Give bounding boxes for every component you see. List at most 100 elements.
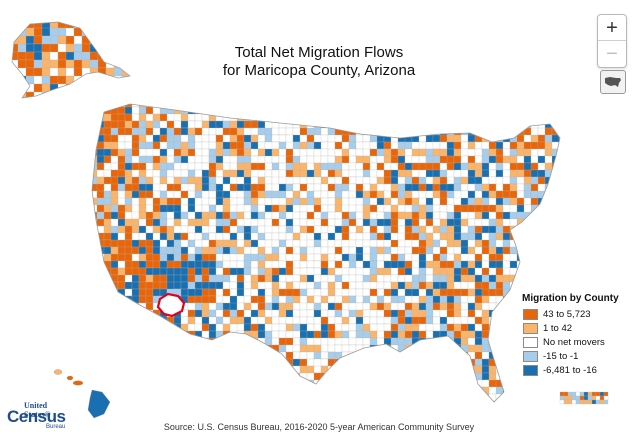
legend-item: No net movers [523, 335, 635, 349]
county-cell [278, 106, 287, 115]
county-cell [105, 35, 115, 45]
county-cell [327, 274, 336, 283]
county-cell [439, 288, 448, 297]
county-cell [432, 211, 441, 220]
county-cell [432, 365, 448, 374]
county-cell [362, 155, 371, 164]
county-cell [425, 400, 434, 402]
county-cell [159, 316, 168, 332]
county-cell [96, 337, 105, 346]
county-cell [96, 365, 112, 374]
county-cell [502, 225, 511, 234]
county-cell [180, 358, 189, 374]
county-cell [341, 358, 350, 374]
county-cell [124, 232, 133, 241]
county-cell [362, 386, 371, 395]
county-cell [173, 358, 182, 367]
county-cell [180, 351, 189, 360]
county-cell [348, 239, 357, 248]
county-cell [145, 323, 154, 332]
county-cell [201, 267, 210, 276]
county-cell [334, 386, 343, 395]
county-cell [208, 183, 217, 192]
county-cell [264, 372, 273, 381]
county-cell [362, 344, 371, 353]
county-cell [117, 232, 126, 241]
county-cell [376, 162, 385, 171]
county-cell [453, 323, 462, 332]
legend-label: 1 to 42 [543, 322, 573, 334]
county-cell [474, 288, 483, 297]
county-cell [124, 386, 140, 395]
county-cell [460, 120, 476, 129]
county-cell [208, 104, 217, 108]
county-cell [432, 267, 441, 276]
county-cell [460, 106, 469, 115]
county-cell [306, 232, 315, 241]
county-cell [558, 211, 560, 220]
county-cell [201, 127, 210, 136]
county-cell [187, 316, 196, 325]
county-cell [481, 104, 490, 108]
county-cell [92, 190, 98, 199]
county-cell [92, 104, 105, 108]
county-cell [257, 104, 266, 108]
county-cell [467, 113, 476, 122]
county-cell [285, 113, 294, 122]
county-cell [355, 232, 364, 241]
county-cell [285, 267, 294, 276]
county-cell [404, 316, 413, 325]
county-cell [131, 344, 147, 353]
county-cell [92, 288, 105, 297]
county-cell [222, 274, 231, 283]
county-cell [117, 379, 126, 388]
logo-line-bureau: Bureau [46, 424, 66, 430]
county-cell [96, 246, 105, 255]
county-cell [117, 274, 126, 283]
county-cell [502, 246, 511, 255]
county-cell [334, 134, 343, 143]
county-cell [397, 274, 406, 283]
county-cell [299, 106, 308, 115]
county-cell [173, 372, 182, 381]
county-cell [341, 113, 357, 129]
county-cell [474, 400, 490, 402]
census-bureau-logo[interactable]: United States® Census Bureau [6, 401, 74, 430]
county-cell [537, 106, 546, 115]
county-cell [201, 169, 210, 178]
county-cell [96, 295, 105, 304]
county-cell [537, 246, 546, 255]
map-title-line2: for Maricopa County, Arizona [222, 62, 416, 79]
county-cell [299, 302, 308, 311]
county-cell [180, 386, 189, 395]
county-cell [558, 260, 560, 269]
county-cell [292, 379, 301, 388]
zoom-out-button[interactable]: − [606, 42, 618, 65]
county-cell [369, 148, 378, 157]
county-cell [271, 127, 280, 136]
county-cell [96, 106, 105, 115]
legend-item: -15 to -1 [523, 349, 635, 363]
county-cell [145, 295, 154, 304]
county-cell [121, 27, 130, 37]
county-cell [285, 190, 294, 199]
county-cell [278, 267, 287, 276]
zoom-in-button[interactable]: + [598, 15, 626, 41]
county-cell [215, 358, 224, 367]
county-cell [103, 302, 112, 311]
county-cell [474, 141, 483, 150]
county-cell [201, 148, 210, 157]
reset-view-button[interactable] [600, 70, 626, 94]
county-cell [271, 379, 280, 388]
county-cell [327, 176, 336, 185]
county-cell [474, 393, 483, 402]
maricopa-county-highlight[interactable] [156, 292, 186, 318]
county-cell [341, 104, 350, 108]
county-cell [138, 393, 147, 402]
county-cell [145, 274, 154, 283]
county-cell [166, 330, 175, 339]
county-cell [299, 344, 308, 353]
county-cell [432, 393, 441, 402]
